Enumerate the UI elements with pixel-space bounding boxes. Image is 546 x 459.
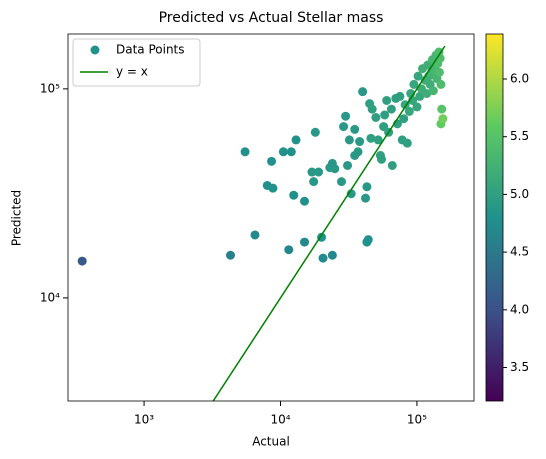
point bbox=[300, 196, 310, 206]
point bbox=[436, 79, 446, 89]
colorbar bbox=[485, 33, 504, 402]
axes-frame bbox=[67, 33, 475, 402]
colorbar-tick-label: 5.0 bbox=[510, 187, 529, 201]
legend-marker bbox=[90, 45, 100, 55]
point bbox=[363, 235, 373, 245]
y-tick-label: 10⁵ bbox=[40, 81, 60, 95]
legend-box bbox=[72, 38, 201, 87]
legend-label: y = x bbox=[116, 65, 148, 79]
point bbox=[413, 71, 423, 81]
point bbox=[382, 95, 392, 105]
point bbox=[344, 135, 354, 145]
x-tick-label: 10⁴ bbox=[270, 413, 290, 427]
x-axis-label: Actual bbox=[252, 435, 290, 449]
point bbox=[412, 102, 422, 112]
point bbox=[309, 177, 319, 187]
point bbox=[387, 160, 397, 170]
legend: Data Points y = x bbox=[72, 38, 201, 87]
point bbox=[380, 110, 390, 120]
point bbox=[350, 124, 360, 134]
point bbox=[284, 245, 294, 255]
point bbox=[353, 147, 363, 157]
point bbox=[318, 253, 328, 263]
point bbox=[225, 250, 235, 260]
point bbox=[404, 106, 414, 116]
point bbox=[314, 167, 324, 177]
point bbox=[377, 154, 387, 164]
y-axis-label: Predicted bbox=[10, 190, 24, 246]
colorbar-tick-label: 4.0 bbox=[510, 302, 529, 316]
colorbar-tick-label: 5.5 bbox=[510, 129, 529, 143]
point bbox=[358, 87, 368, 97]
legend-label: Data Points bbox=[116, 43, 185, 57]
point bbox=[386, 104, 396, 114]
point bbox=[438, 114, 448, 124]
point bbox=[289, 190, 299, 200]
point bbox=[361, 193, 371, 203]
point bbox=[240, 147, 250, 157]
point bbox=[307, 167, 317, 177]
point bbox=[337, 177, 347, 187]
point bbox=[366, 133, 376, 143]
point bbox=[286, 147, 296, 157]
point bbox=[310, 127, 320, 137]
point bbox=[371, 112, 381, 122]
point bbox=[409, 79, 419, 89]
point bbox=[291, 135, 301, 145]
point bbox=[330, 164, 340, 174]
point bbox=[402, 138, 412, 148]
point bbox=[268, 183, 278, 193]
point bbox=[373, 135, 383, 145]
point bbox=[343, 160, 353, 170]
point bbox=[362, 182, 372, 192]
point bbox=[355, 137, 365, 147]
point bbox=[250, 230, 260, 240]
colorbar-tick-label: 6.0 bbox=[510, 72, 529, 86]
line bbox=[212, 45, 446, 401]
plot-area bbox=[77, 45, 448, 401]
point bbox=[437, 104, 447, 114]
x-tick-label: 10⁵ bbox=[407, 413, 427, 427]
point bbox=[278, 147, 288, 157]
point bbox=[267, 156, 277, 166]
y-tick-label: 10⁴ bbox=[40, 290, 60, 304]
point bbox=[367, 104, 377, 114]
point bbox=[327, 250, 337, 260]
point bbox=[428, 86, 438, 96]
point bbox=[339, 122, 349, 132]
point bbox=[77, 256, 87, 266]
chart-title: Predicted vs Actual Stellar mass bbox=[159, 10, 384, 26]
colorbar-tick-label: 3.5 bbox=[510, 360, 529, 374]
point bbox=[434, 67, 444, 77]
point bbox=[341, 111, 351, 121]
point bbox=[395, 91, 405, 101]
point bbox=[346, 189, 356, 199]
point bbox=[399, 114, 409, 124]
colorbar-tick-label: 4.5 bbox=[510, 245, 529, 259]
x-tick-label: 10³ bbox=[134, 413, 154, 427]
point bbox=[300, 237, 310, 247]
point bbox=[415, 91, 425, 101]
